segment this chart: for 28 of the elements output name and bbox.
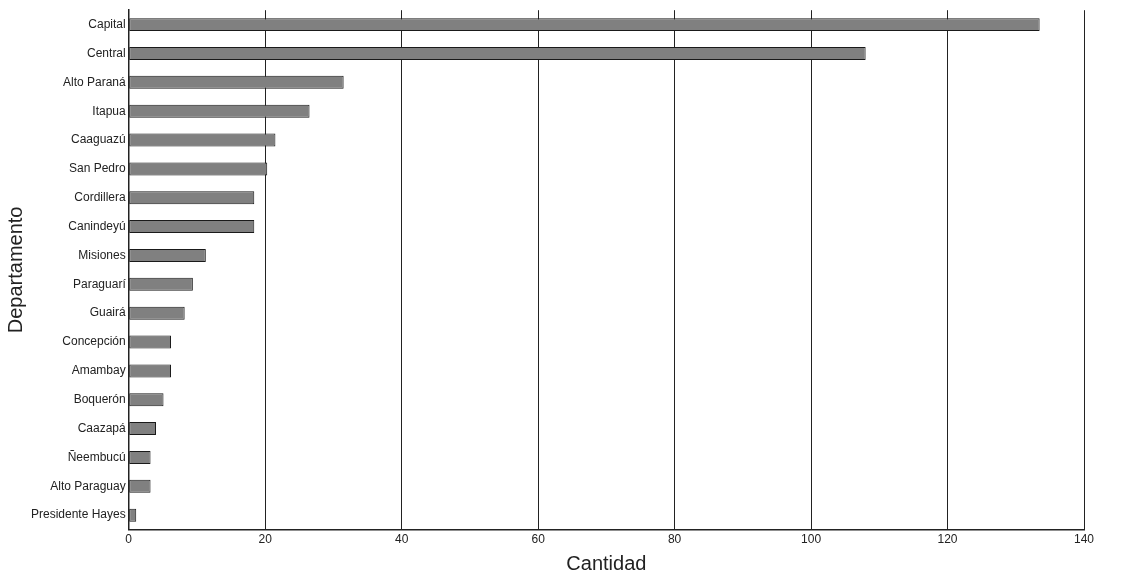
- y-tick-label: Concepción: [62, 334, 126, 349]
- y-tick-label: Boquerón: [73, 392, 126, 407]
- y-tick-label: Central: [87, 45, 126, 60]
- y-tick-label: Capital: [88, 16, 126, 31]
- y-tick-label: Alto Paraná: [63, 74, 127, 89]
- y-tick-label: Alto Paraguay: [50, 478, 126, 493]
- y-tick-label: Canindeyú: [68, 218, 126, 233]
- y-tick-label: Paraguarí: [73, 276, 127, 291]
- x-tick-label: 20: [258, 532, 273, 547]
- y-tick-label: Amambay: [71, 363, 126, 378]
- y-tick-label: Cordillera: [74, 190, 127, 205]
- y-axis-title: Departamento: [3, 206, 26, 334]
- y-tick-label: Guairá: [89, 305, 127, 320]
- x-tick-label: 40: [394, 532, 409, 547]
- y-tick-label: Misiones: [78, 247, 126, 262]
- y-tick-label: Presidente Hayes: [31, 507, 126, 522]
- y-tick-label: Caaguazú: [71, 132, 126, 147]
- x-tick-label: 140: [1073, 532, 1095, 547]
- x-axis-title: Cantidad: [566, 551, 647, 574]
- y-tick-label: Itapua: [92, 103, 127, 118]
- y-tick-label: San Pedro: [69, 161, 127, 176]
- x-tick-label: 60: [531, 532, 546, 547]
- y-tick-label: Caazapá: [77, 420, 127, 435]
- x-tick-label: 100: [801, 532, 822, 547]
- y-tick-label: Ñeembucú: [67, 449, 126, 464]
- x-tick-label: 120: [937, 532, 958, 547]
- x-tick-label: 0: [125, 532, 133, 547]
- x-tick-label: 80: [667, 532, 682, 547]
